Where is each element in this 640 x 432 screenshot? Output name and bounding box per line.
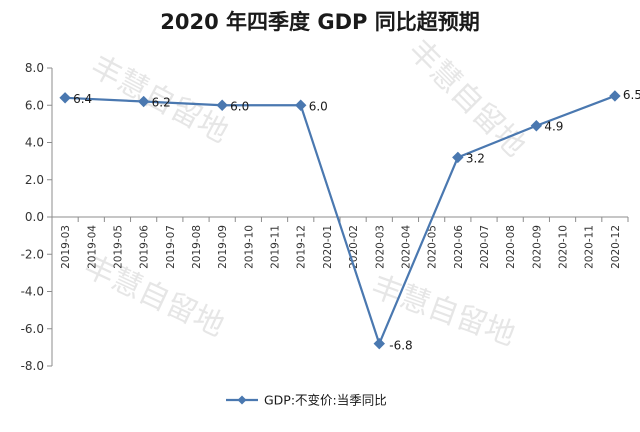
- data-point-1: [137, 95, 150, 108]
- watermark-1: 丰慧自留地: [401, 33, 532, 164]
- x-tick-label-9: 2019-12: [296, 225, 308, 269]
- watermark-2: 丰慧自留地: [79, 249, 230, 344]
- y-tick-label-0: 8.0: [25, 61, 44, 75]
- data-label-7: 6.5: [623, 88, 640, 102]
- legend-label: GDP:不变价:当季同比: [264, 393, 387, 408]
- y-tick-label-5: -2.0: [21, 247, 44, 261]
- data-label-2: 6.0: [230, 99, 249, 113]
- series-line-0: [65, 94, 616, 345]
- y-tick-label-6: -4.0: [21, 285, 44, 299]
- x-tick-label-10: 2020-01: [322, 225, 334, 269]
- x-tick-label-16: 2020-07: [479, 225, 491, 269]
- x-tick-label-7: 2019-10: [243, 225, 255, 269]
- x-tick-label-19: 2020-10: [558, 225, 570, 269]
- data-label-5: 3.2: [466, 151, 485, 165]
- data-label-0: 6.4: [73, 92, 92, 106]
- y-tick-label-4: 0.0: [25, 210, 44, 224]
- data-point-0: [59, 92, 71, 104]
- x-tick-label-6: 2019-09: [217, 225, 229, 269]
- x-tick-label-13: 2020-04: [400, 225, 412, 269]
- data-point-3: [295, 99, 307, 111]
- x-tick-label-21: 2020-12: [610, 225, 622, 269]
- x-tick-label-4: 2019-07: [165, 225, 177, 269]
- data-point-6: [530, 120, 543, 132]
- x-tick-label-18: 2020-09: [531, 225, 543, 269]
- y-tick-label-1: 6.0: [25, 98, 44, 112]
- x-tick-label-20: 2020-11: [584, 225, 596, 269]
- x-tick-label-12: 2020-03: [374, 225, 386, 269]
- y-tick-label-8: -8.0: [21, 359, 44, 373]
- x-tick-label-0: 2019-03: [60, 225, 72, 269]
- data-label-6: 4.9: [544, 120, 563, 134]
- x-tick-label-15: 2020-06: [453, 225, 465, 269]
- legend-marker: [237, 395, 247, 405]
- data-label-3: 6.0: [309, 99, 328, 113]
- x-tick-label-1: 2019-04: [86, 225, 98, 269]
- data-point-5: [452, 151, 464, 164]
- x-tick-label-14: 2020-05: [427, 225, 439, 269]
- data-point-7: [609, 90, 621, 102]
- y-tick-label-3: 2.0: [25, 173, 44, 187]
- x-tick-label-3: 2019-06: [139, 225, 151, 269]
- data-point-2: [216, 99, 228, 111]
- chart-title: 2020 年四季度 GDP 同比超预期: [160, 10, 480, 34]
- data-point-4: [373, 337, 385, 350]
- x-tick-label-5: 2019-08: [191, 225, 203, 269]
- data-label-1: 6.2: [152, 96, 171, 110]
- y-tick-label-2: 4.0: [25, 136, 44, 150]
- x-tick-label-11: 2020-02: [348, 225, 360, 269]
- data-label-4: -6.8: [389, 339, 412, 353]
- x-tick-label-8: 2019-11: [270, 225, 282, 269]
- x-tick-label-17: 2020-08: [505, 225, 517, 269]
- y-tick-label-7: -6.0: [21, 322, 44, 336]
- x-tick-label-2: 2019-05: [112, 225, 124, 269]
